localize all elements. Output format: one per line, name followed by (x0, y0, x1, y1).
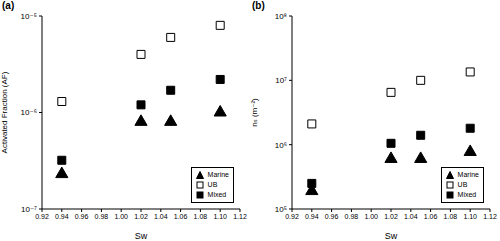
svg-text:1.08: 1.08 (444, 213, 458, 220)
svg-text:10⁵: 10⁵ (275, 205, 287, 214)
html-text:UB: UB (457, 181, 468, 188)
html-text:(b): (b) (252, 0, 265, 11)
svg-text:1.08: 1.08 (194, 213, 208, 220)
svg-text:1.06: 1.06 (174, 213, 188, 220)
svg-text:10⁻⁶: 10⁻⁶ (21, 108, 37, 117)
html-text:Mixed: Mixed (457, 191, 477, 198)
svg-text:10⁶: 10⁶ (275, 141, 287, 150)
svg-text:0.96: 0.96 (325, 213, 339, 220)
svg-text:0.94: 0.94 (55, 213, 69, 220)
svg-text:1.04: 1.04 (404, 213, 418, 220)
svg-text:nₛ (m⁻²): nₛ (m⁻²) (250, 98, 259, 127)
svg-text:1.00: 1.00 (364, 213, 378, 220)
svg-text:0.98: 0.98 (95, 213, 109, 220)
svg-text:10⁻⁵: 10⁻⁵ (21, 12, 37, 21)
svg-text:0.98: 0.98 (345, 213, 359, 220)
html-text:UB: UB (207, 181, 218, 188)
svg-text:1.12: 1.12 (483, 213, 492, 220)
svg-text:1.02: 1.02 (384, 213, 398, 220)
svg-text:10⁷: 10⁷ (275, 76, 287, 85)
svg-text:1.04: 1.04 (154, 213, 168, 220)
html-text:(a): (a) (2, 0, 15, 11)
svg-text:1.12: 1.12 (233, 213, 247, 220)
svg-text:Sw: Sw (135, 231, 148, 241)
svg-text:1.10: 1.10 (213, 213, 227, 220)
svg-text:Activated Fraction (AF): Activated Fraction (AF) (8, 71, 9, 153)
svg-text:1.02: 1.02 (134, 213, 148, 220)
svg-text:10⁻⁷: 10⁻⁷ (21, 205, 37, 214)
svg-text:0.92: 0.92 (285, 213, 299, 220)
html-text:Marine: Marine (457, 171, 479, 178)
svg-text:0.92: 0.92 (35, 213, 49, 220)
svg-text:1.06: 1.06 (424, 213, 438, 220)
svg-text:1.10: 1.10 (463, 213, 477, 220)
svg-text:0.94: 0.94 (305, 213, 319, 220)
svg-text:0.96: 0.96 (75, 213, 89, 220)
html-text:Mixed: Mixed (207, 191, 227, 198)
svg-text:Sw: Sw (385, 231, 398, 241)
html-text:Marine: Marine (207, 171, 229, 178)
svg-text:1.00: 1.00 (114, 213, 128, 220)
svg-text:10⁸: 10⁸ (275, 12, 287, 21)
